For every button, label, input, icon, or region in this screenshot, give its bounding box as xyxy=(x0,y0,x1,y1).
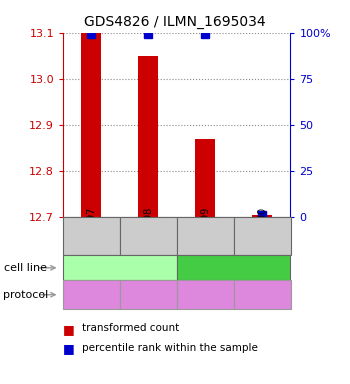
Bar xyxy=(195,139,215,217)
Text: ■: ■ xyxy=(63,323,75,336)
Text: control: control xyxy=(189,290,221,299)
Bar xyxy=(252,215,272,217)
Bar xyxy=(138,56,158,217)
Text: GDS4826 / ILMN_1695034: GDS4826 / ILMN_1695034 xyxy=(84,15,266,29)
Text: control: control xyxy=(76,290,107,299)
Text: ■: ■ xyxy=(63,343,75,356)
Text: protocol: protocol xyxy=(4,290,49,300)
Text: GSM925599: GSM925599 xyxy=(200,207,210,266)
Text: cell line: cell line xyxy=(4,263,47,273)
Text: GSM925598: GSM925598 xyxy=(143,207,153,266)
Text: ARID1A
depletion: ARID1A depletion xyxy=(241,285,284,305)
Text: IOSE80pc: IOSE80pc xyxy=(207,263,260,273)
Text: transformed count: transformed count xyxy=(82,323,180,333)
Text: ARID1A
depletion: ARID1A depletion xyxy=(127,285,170,305)
Text: percentile rank within the sample: percentile rank within the sample xyxy=(82,343,258,353)
Bar xyxy=(82,33,102,217)
Text: OSE4: OSE4 xyxy=(105,263,135,273)
Text: GSM925597: GSM925597 xyxy=(86,207,97,266)
Text: GSM925600: GSM925600 xyxy=(257,207,267,266)
